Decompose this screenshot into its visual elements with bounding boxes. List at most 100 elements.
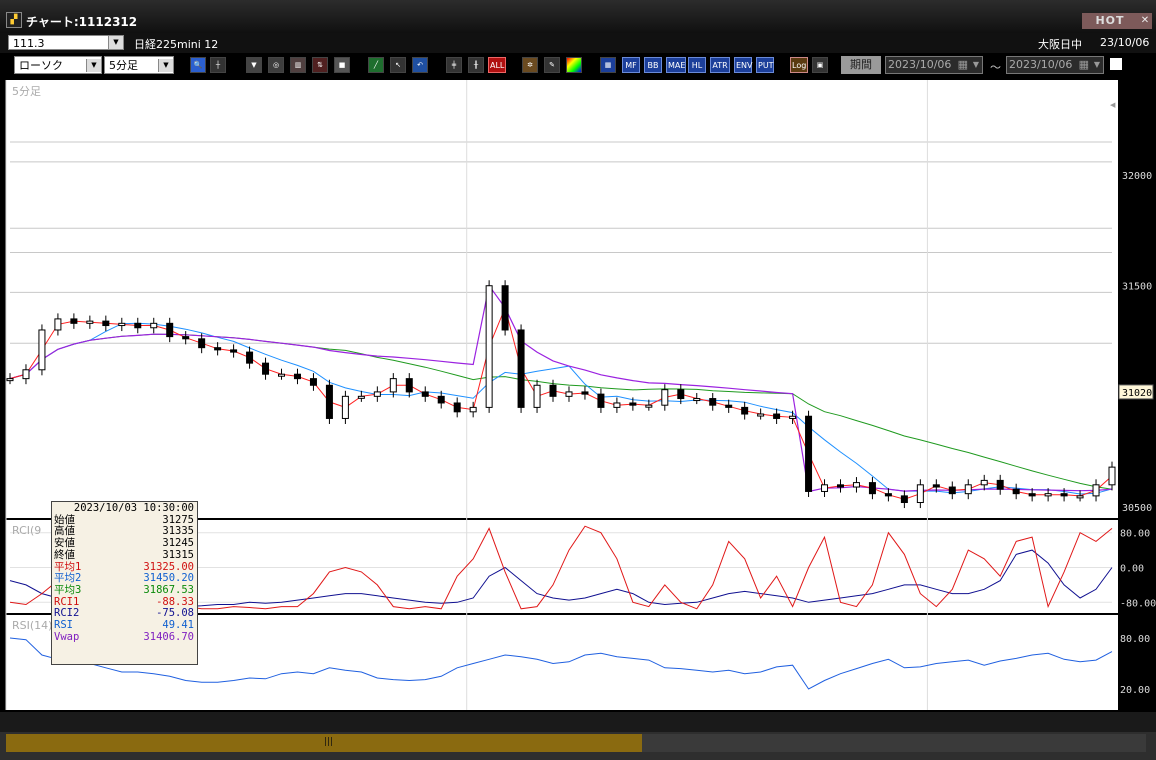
info-value: 31450.20 bbox=[143, 572, 194, 585]
put-button[interactable]: PUT bbox=[756, 57, 774, 73]
candle-body bbox=[741, 406, 749, 415]
toolbar: ローソク ▼ 5分足 ▼ 🔍 ┼ ▼ ◎ ▥ ⇅ ■ ╱ ↖ ↶ ╪ ╫ ALL… bbox=[0, 53, 1156, 78]
period-checkbox[interactable] bbox=[1110, 58, 1122, 70]
info-label: Vwap bbox=[54, 630, 80, 643]
info-row: 始値 31275 bbox=[52, 513, 197, 527]
window-title: チャート:1112312 bbox=[26, 15, 138, 29]
info-label: 平均1 bbox=[54, 560, 82, 573]
candle-down-icon[interactable]: ▼ bbox=[246, 57, 262, 73]
calendar-icon[interactable]: ▦ bbox=[957, 58, 968, 71]
app-icon: ▞ bbox=[6, 12, 22, 28]
info-value: 49.41 bbox=[162, 619, 194, 632]
trendline-icon[interactable]: ╱ bbox=[368, 57, 384, 73]
close-icon[interactable]: ✕ bbox=[1138, 13, 1152, 29]
compare-icon[interactable]: ⇅ bbox=[312, 57, 328, 73]
info-value: 31406.70 bbox=[143, 630, 194, 643]
lock-icon[interactable]: ■ bbox=[334, 57, 350, 73]
price-chart-svg[interactable]: 32000 31500 31020 30500 80.00 0.00 -80.00 80.00… bbox=[0, 78, 1156, 712]
price-panel-bg bbox=[6, 80, 1118, 518]
mae-button[interactable]: MAE bbox=[666, 57, 686, 73]
rci-tick-label: 0.00 bbox=[1120, 564, 1144, 575]
candle-pair-icon[interactable]: ╫ bbox=[468, 57, 484, 73]
info-value: 31867.53 bbox=[143, 583, 194, 596]
chevron-down-icon[interactable]: ▼ bbox=[108, 36, 123, 49]
to-date-input[interactable]: 2023/10/06 ▦ ▼ bbox=[1006, 56, 1104, 74]
bb-button[interactable]: BB bbox=[644, 57, 662, 73]
candle-body bbox=[278, 373, 286, 377]
chevron-down-icon[interactable]: ▼ bbox=[86, 59, 101, 72]
pointer-icon[interactable]: ↖ bbox=[390, 57, 406, 73]
rsi-line bbox=[9, 637, 1113, 690]
candle-body bbox=[980, 479, 988, 486]
candle-body bbox=[501, 285, 509, 331]
symbol-code-select[interactable]: 111.3 ▼ bbox=[8, 35, 124, 50]
candle-body bbox=[357, 395, 365, 399]
interval-select[interactable]: 5分足 ▼ bbox=[104, 56, 174, 74]
candle-body bbox=[789, 415, 797, 419]
candle-body bbox=[309, 378, 317, 386]
info-row: 平均2 31450.20 bbox=[52, 573, 197, 585]
from-date-input[interactable]: 2023/10/06 ▦ ▼ bbox=[885, 56, 983, 74]
crosshair-icon[interactable]: ┼ bbox=[210, 57, 226, 73]
info-value: 31315 bbox=[162, 548, 194, 561]
candle-body bbox=[805, 415, 813, 492]
period-button[interactable]: 期間 bbox=[841, 56, 881, 74]
calendar-icon[interactable]: ▦ bbox=[1078, 58, 1089, 71]
candle-body bbox=[645, 404, 653, 408]
info-value: 31325.00 bbox=[143, 560, 194, 573]
price-tick-label: 31500 bbox=[1122, 282, 1152, 293]
horizontal-scrollbar[interactable]: ||| bbox=[0, 732, 1156, 760]
hl-button[interactable]: HL bbox=[688, 57, 706, 73]
volume-icon[interactable]: ▦ bbox=[600, 57, 616, 73]
scroll-thumb[interactable]: ||| bbox=[6, 734, 642, 752]
info-value: -75.08 bbox=[156, 607, 194, 620]
candle-body bbox=[613, 402, 621, 408]
info-row: 高値 31335 bbox=[52, 526, 197, 538]
log-button[interactable]: Log bbox=[790, 57, 808, 73]
search-chart-icon[interactable]: ◎ bbox=[268, 57, 284, 73]
candle-body bbox=[1012, 488, 1020, 495]
rsi-tick-label: 80.00 bbox=[1120, 634, 1150, 645]
zoom-icon[interactable]: 🔍 bbox=[190, 57, 206, 73]
candle-body bbox=[293, 373, 301, 380]
window-icon[interactable]: ▣ bbox=[812, 57, 828, 73]
candle-body bbox=[1108, 466, 1116, 486]
price-tick-label: 30500 bbox=[1122, 503, 1152, 514]
candle-body bbox=[1092, 484, 1100, 497]
candle-body bbox=[262, 362, 270, 375]
atr-button[interactable]: ATR bbox=[710, 57, 730, 73]
info-datetime: 2023/10/03 10:30:00 bbox=[73, 502, 194, 514]
chevron-down-icon[interactable]: ▼ bbox=[972, 60, 979, 69]
candle-body bbox=[469, 406, 477, 413]
scroll-up-icon[interactable]: ◀ bbox=[1110, 101, 1116, 109]
candle-body bbox=[182, 336, 190, 340]
rci-panel-label: RCI(9 bbox=[12, 524, 41, 537]
info-label: 平均3 bbox=[54, 583, 82, 596]
info-label: 高値 bbox=[54, 525, 75, 538]
bars-icon[interactable]: ▥ bbox=[290, 57, 306, 73]
info-label: RSI bbox=[54, 619, 73, 632]
candle-body bbox=[102, 320, 110, 327]
chart-style-value: ローソク bbox=[19, 59, 63, 72]
candle-icon[interactable]: ╪ bbox=[446, 57, 462, 73]
symbol-name: 日経225mini 12 bbox=[134, 38, 219, 51]
candle-body bbox=[1044, 493, 1052, 497]
info-label: 始値 bbox=[54, 513, 75, 526]
info-value: 31245 bbox=[162, 537, 194, 550]
draw-icon[interactable]: ✎ bbox=[544, 57, 560, 73]
settings-icon[interactable]: ✲ bbox=[522, 57, 538, 73]
chart-style-select[interactable]: ローソク ▼ bbox=[14, 56, 102, 74]
hot-button[interactable]: HOT bbox=[1082, 13, 1138, 29]
color-palette-icon[interactable] bbox=[566, 57, 582, 73]
undo-icon[interactable]: ↶ bbox=[412, 57, 428, 73]
mf-button[interactable]: MF bbox=[622, 57, 640, 73]
env-button[interactable]: ENV bbox=[734, 57, 753, 73]
chevron-down-icon[interactable]: ▼ bbox=[158, 59, 173, 72]
candle-body bbox=[6, 378, 14, 382]
candle-body bbox=[884, 493, 892, 497]
chevron-down-icon[interactable]: ▼ bbox=[1093, 60, 1100, 69]
info-value: 31335 bbox=[162, 525, 194, 538]
candle-body bbox=[246, 351, 254, 364]
market-session: 大阪日中 bbox=[1038, 38, 1082, 51]
all-button[interactable]: ALL bbox=[488, 57, 506, 73]
